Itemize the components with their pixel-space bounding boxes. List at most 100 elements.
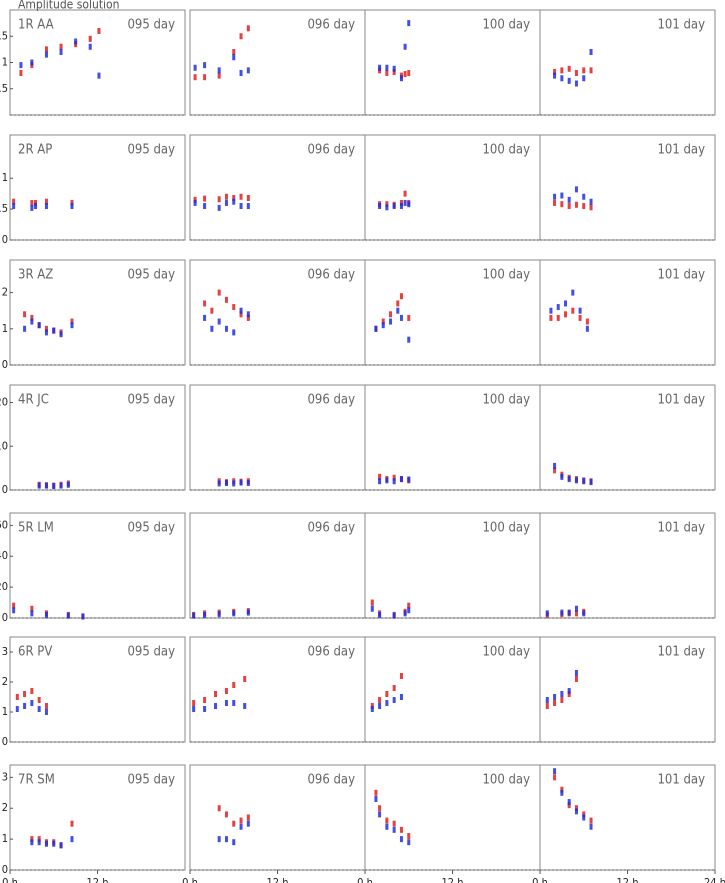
point — [224, 480, 228, 486]
point — [224, 193, 228, 200]
point — [88, 43, 92, 50]
point — [549, 307, 553, 314]
panel-subtitle: 095 day — [127, 521, 175, 536]
panel-subtitle: 096 day — [307, 521, 355, 536]
point — [407, 839, 411, 846]
point — [370, 706, 374, 712]
x-tick-label: 0 h — [532, 876, 548, 883]
panel-frame — [539, 9, 716, 116]
point — [12, 198, 16, 205]
point — [30, 199, 34, 206]
point — [399, 826, 403, 833]
point — [217, 805, 221, 812]
y-tick-label: 0 — [2, 863, 8, 876]
point — [15, 706, 19, 712]
point — [243, 703, 247, 709]
point — [403, 71, 407, 78]
point — [403, 43, 407, 50]
point — [578, 307, 582, 314]
point — [203, 203, 207, 210]
y-tick-label: 20 — [0, 396, 8, 409]
point — [59, 49, 63, 55]
point — [203, 697, 207, 703]
point — [378, 64, 382, 71]
point — [224, 700, 228, 706]
panel-subtitle: 100 day — [482, 645, 530, 660]
point — [37, 839, 41, 846]
point — [399, 694, 403, 700]
panel-title: 2R AP — [18, 143, 52, 158]
point — [403, 199, 407, 206]
point — [217, 318, 221, 325]
y-tick-label: 60 — [0, 518, 8, 531]
point — [553, 694, 557, 700]
point — [30, 836, 34, 843]
point — [582, 203, 586, 210]
y-tick-label: 2 — [2, 801, 8, 814]
point — [203, 300, 207, 307]
point — [23, 703, 27, 709]
point — [66, 612, 70, 619]
point — [378, 478, 382, 485]
y-tick-label: 1.5 — [0, 29, 8, 42]
point — [389, 311, 393, 318]
point — [239, 70, 243, 76]
point — [567, 802, 571, 809]
point — [23, 311, 27, 318]
point — [553, 462, 557, 469]
point — [585, 325, 589, 332]
point — [396, 307, 400, 314]
point — [370, 599, 374, 606]
point — [70, 318, 74, 325]
point — [239, 817, 243, 824]
point — [545, 610, 549, 617]
panel-subtitle: 095 day — [127, 18, 175, 33]
point — [224, 688, 228, 694]
point — [589, 49, 593, 55]
point — [396, 300, 400, 307]
point — [23, 325, 27, 332]
point — [392, 685, 396, 691]
point — [70, 199, 74, 206]
point — [232, 49, 236, 55]
panel-subtitle: 100 day — [482, 773, 530, 788]
point — [30, 839, 34, 846]
point — [385, 201, 389, 208]
point — [44, 198, 48, 205]
panel-subtitle: 096 day — [307, 393, 355, 408]
point — [44, 840, 48, 847]
point — [74, 38, 78, 45]
point — [407, 70, 411, 76]
point — [232, 839, 236, 846]
panel-subtitle: 096 day — [307, 18, 355, 33]
point — [407, 336, 411, 343]
point — [589, 823, 593, 830]
point — [30, 204, 34, 211]
point — [246, 67, 250, 74]
point — [224, 836, 228, 843]
point — [407, 602, 411, 609]
point — [246, 814, 250, 821]
panel-title: 5R LM — [18, 521, 54, 536]
point — [34, 199, 38, 206]
point — [217, 611, 221, 618]
point — [556, 314, 560, 321]
point — [217, 480, 221, 487]
point — [217, 204, 221, 211]
point — [239, 193, 243, 200]
point — [560, 201, 564, 208]
point — [374, 789, 378, 796]
point — [399, 199, 403, 206]
point — [585, 318, 589, 325]
point — [232, 195, 236, 201]
point — [582, 67, 586, 74]
point — [30, 318, 34, 325]
point — [407, 833, 411, 840]
point — [574, 186, 578, 193]
point — [210, 325, 214, 332]
y-tick-label: 1 — [2, 705, 8, 718]
point — [44, 51, 48, 58]
panel-frame — [539, 384, 716, 491]
point — [567, 77, 571, 84]
point — [378, 703, 382, 709]
